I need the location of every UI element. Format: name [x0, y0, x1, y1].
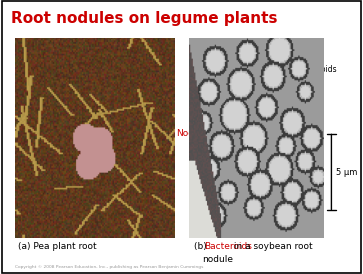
Text: (a) Pea plant root: (a) Pea plant root: [18, 242, 97, 252]
Text: Copyright © 2008 Pearson Education, Inc., publishing as Pearson Benjamin Cumming: Copyright © 2008 Pearson Education, Inc.…: [15, 265, 203, 269]
Text: Bacteroids: Bacteroids: [204, 242, 252, 252]
Text: (b): (b): [194, 242, 210, 252]
Text: Bacteroids
within
vesicle: Bacteroids within vesicle: [238, 65, 337, 99]
Text: Roots: Roots: [82, 98, 165, 107]
Text: 5 μm: 5 μm: [336, 168, 358, 177]
Text: in a soybean root: in a soybean root: [231, 242, 312, 252]
Text: nodule: nodule: [202, 255, 233, 264]
Text: Root nodules on legume plants: Root nodules on legume plants: [11, 11, 277, 26]
Text: Nodules: Nodules: [111, 129, 213, 141]
